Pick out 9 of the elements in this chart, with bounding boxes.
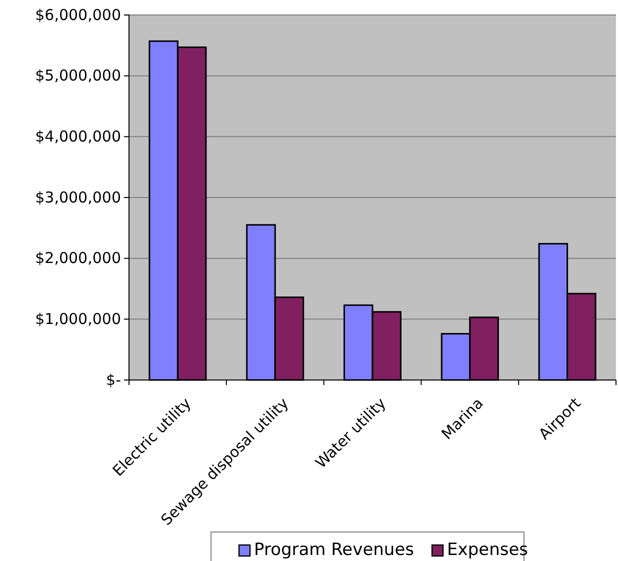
y-tick-label: $2,000,000 bbox=[35, 249, 121, 268]
y-tick-label: $4,000,000 bbox=[35, 127, 121, 146]
y-tick-label: $3,000,000 bbox=[35, 188, 121, 206]
y-tick-label: $6,000,000 bbox=[35, 6, 121, 24]
y-tick-label: $1,000,000 bbox=[35, 310, 121, 328]
y-tick-label: $5,000,000 bbox=[35, 66, 121, 85]
legend-label: Program Revenues bbox=[254, 540, 414, 560]
legend-label: Expenses bbox=[447, 540, 528, 560]
y-tick-label: $- bbox=[106, 370, 121, 389]
